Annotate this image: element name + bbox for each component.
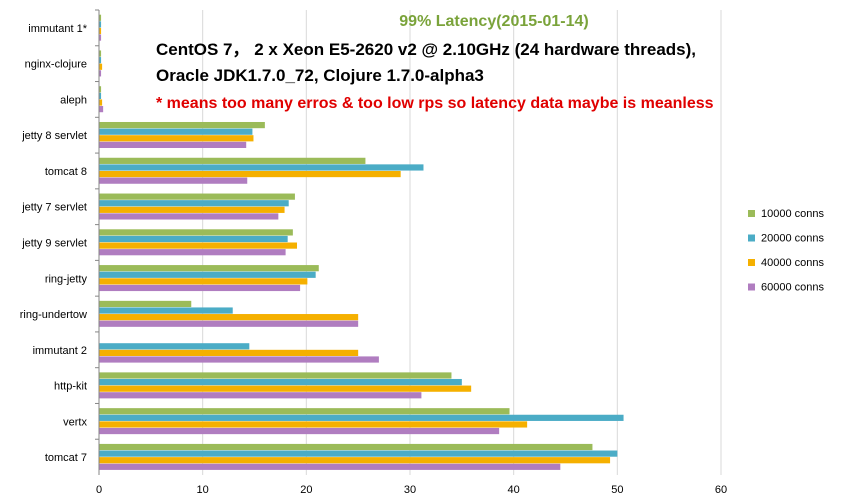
- x-tick-label: 30: [404, 484, 416, 496]
- bar: [99, 271, 316, 278]
- bar: [99, 213, 279, 220]
- bar: [99, 164, 424, 171]
- category-label: jetty 7 servlet: [21, 202, 87, 214]
- bar: [99, 372, 452, 379]
- bar: [99, 99, 103, 106]
- bar: [99, 128, 253, 135]
- bar: [99, 392, 422, 399]
- grid-layer: [98, 10, 722, 475]
- x-tick-label: 0: [96, 484, 102, 496]
- chart-subtitle-line-2: Oracle JDK1.7.0_72, Clojure 1.7.0-alpha3: [156, 66, 484, 85]
- category-label: tomcat 7: [45, 452, 87, 464]
- bar: [99, 21, 102, 28]
- bar: [99, 50, 102, 57]
- bar: [99, 343, 250, 350]
- bar: [99, 27, 102, 35]
- bar: [99, 235, 288, 243]
- legend: 10000 conns 20000 conns 40000 conns 60000 c…: [748, 208, 824, 294]
- bar: [99, 300, 192, 308]
- bar: [99, 206, 285, 213]
- x-tick-label: 20: [300, 484, 312, 496]
- bar: [99, 177, 248, 184]
- bar: [99, 414, 624, 421]
- legend-swatch: [748, 234, 755, 242]
- bar: [99, 70, 102, 77]
- category-label: tomcat 8: [45, 166, 87, 178]
- x-tick-label: 60: [715, 484, 727, 496]
- legend-swatch: [748, 210, 755, 217]
- bar: [99, 320, 359, 327]
- legend-label: 40000 conns: [761, 257, 824, 269]
- bar: [99, 378, 462, 386]
- category-label: aleph: [60, 94, 87, 106]
- category-label: vertx: [63, 416, 87, 428]
- bar: [99, 135, 254, 142]
- legend-label: 20000 conns: [761, 233, 824, 245]
- bar: [99, 92, 102, 100]
- bar-layer: [99, 14, 624, 470]
- category-label: jetty 9 servlet: [21, 238, 87, 250]
- bar: [99, 121, 265, 129]
- bar: [99, 427, 500, 435]
- bar: [99, 421, 528, 428]
- category-label: ring-undertow: [20, 309, 87, 321]
- bar: [99, 34, 102, 41]
- bar: [99, 63, 103, 70]
- x-tick-label: 10: [197, 484, 209, 496]
- category-label: ring-jetty: [45, 273, 88, 285]
- bar: [99, 278, 308, 285]
- category-label: immutant 1*: [28, 23, 87, 35]
- bar: [99, 457, 611, 464]
- bar: [99, 443, 593, 451]
- bar: [99, 106, 104, 113]
- bar: [99, 314, 359, 321]
- bar: [99, 307, 233, 314]
- chart-title: 99% Latency(2015-01-14): [399, 13, 588, 30]
- bar: [99, 249, 286, 256]
- legend-swatch: [748, 259, 755, 266]
- bar: [99, 141, 247, 148]
- bar: [99, 284, 301, 292]
- bar: [99, 265, 319, 272]
- category-label: http-kit: [54, 381, 87, 393]
- bar: [99, 356, 379, 363]
- bar: [99, 170, 401, 178]
- x-tick-label: 50: [611, 484, 623, 496]
- legend-label: 60000 conns: [761, 282, 824, 294]
- bar: [99, 14, 102, 21]
- legend-label: 10000 conns: [761, 208, 824, 220]
- category-label: jetty 8 servlet: [21, 130, 87, 142]
- bar: [99, 200, 289, 207]
- bar: [99, 57, 102, 64]
- bar: [99, 242, 298, 249]
- bar: [99, 86, 102, 93]
- bar: [99, 450, 618, 457]
- category-label: nginx-clojure: [25, 59, 87, 71]
- bar: [99, 349, 359, 357]
- legend-swatch: [748, 283, 755, 291]
- bar: [99, 463, 561, 470]
- bar: [99, 193, 295, 200]
- chart-note: * means too many erros & too low rps so …: [156, 95, 714, 112]
- bar: [99, 229, 293, 236]
- x-tick-label: 40: [508, 484, 520, 496]
- chart-subtitle-line-1: CentOS 7， 2 x Xeon E5-2620 v2 @ 2.10GHz …: [156, 40, 696, 59]
- category-label: immutant 2: [33, 345, 87, 357]
- bar: [99, 157, 366, 164]
- bar: [99, 385, 472, 392]
- bar: [99, 408, 510, 415]
- axis-layer: immutant 1* nginx-clojure aleph jetty 8 ser…: [20, 9, 727, 496]
